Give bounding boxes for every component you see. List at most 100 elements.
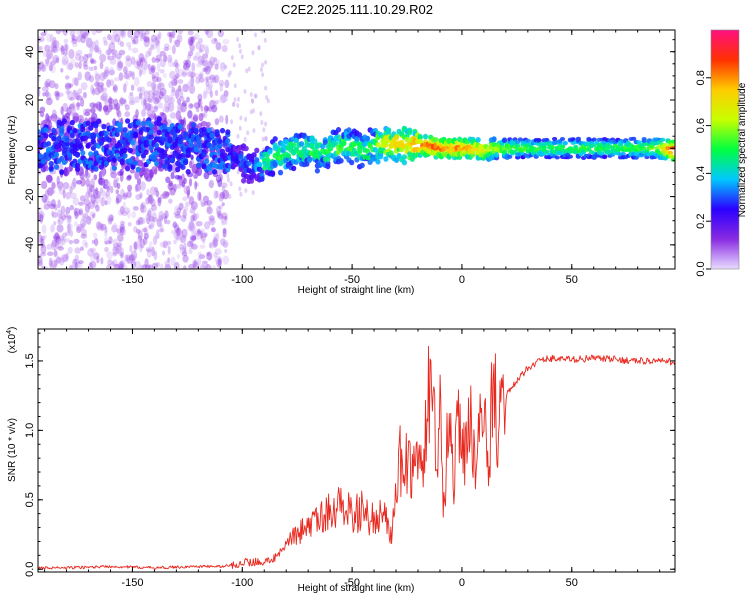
spectrogram-cell [148, 134, 154, 140]
spectrogram-cell [118, 49, 126, 56]
spectrogram-cell [186, 96, 190, 103]
spectrogram-cell [58, 186, 65, 195]
spectrogram-cell [48, 64, 53, 72]
spectrogram-cell [131, 39, 136, 45]
spectrogram-cell [178, 84, 182, 93]
spectrogram-cell [159, 87, 167, 97]
spectrogram-cell [135, 120, 141, 126]
spectrogram-cell [176, 229, 184, 236]
spectrogram-cell [188, 142, 194, 148]
spectrogram-cell [143, 98, 147, 106]
spectrogram-cell [97, 85, 104, 94]
spectrogram-cell [151, 155, 157, 161]
spectrogram-cell [143, 90, 151, 100]
spectrogram-cell [193, 102, 201, 109]
spectrogram-cell [121, 30, 125, 37]
spectrogram-cell [43, 30, 48, 35]
spectrogram-cell [50, 260, 58, 269]
spectrogram-cell [186, 58, 190, 67]
spectrogram-cell [40, 244, 47, 254]
spectrogram-cell [119, 263, 124, 269]
spectrogram-cell [40, 31, 47, 37]
spectrogram-cell [140, 203, 145, 213]
spectrogram-cell [168, 31, 174, 38]
spectrogram-cell [52, 264, 56, 269]
spectrogram-cell [178, 96, 185, 101]
spectrogram-cell [168, 180, 173, 187]
spectrogram-cell [188, 222, 196, 232]
spectrogram-cell [187, 50, 194, 57]
spectrogram-cell [167, 163, 173, 170]
spectrogram-cell [127, 184, 133, 192]
spectrogram-cell [166, 240, 172, 246]
spectrogram-cell [82, 91, 87, 99]
spectrogram-cell [187, 30, 194, 36]
spectrogram-cell [122, 201, 126, 211]
spectrogram-cell [219, 191, 225, 200]
spectrogram-cell [90, 178, 95, 188]
spectrogram-cell [119, 41, 125, 48]
spectrogram-cell [145, 246, 153, 252]
spectrogram-cell [197, 191, 201, 202]
spectrogram-cell [110, 185, 114, 194]
spectrogram-cell [46, 243, 53, 250]
spectrogram-cell [291, 165, 297, 172]
spectrogram-cell [180, 214, 187, 223]
spectrogram-cell [261, 62, 264, 68]
spectrogram-cell [123, 66, 128, 74]
spectrogram-cell [168, 94, 173, 104]
spectrogram-cell [44, 62, 50, 67]
spectrogram-cell [103, 179, 109, 186]
spectrogram-cell [198, 77, 205, 83]
spectrogram-cell [100, 86, 105, 93]
spectrogram-cell [146, 248, 152, 258]
spectrogram-cell [112, 86, 117, 91]
spectrogram-cell [69, 30, 76, 37]
spectrogram-cell [204, 232, 208, 238]
spectrogram-cell [77, 262, 83, 269]
spectrogram-cell [148, 123, 154, 129]
spectrogram-cell [101, 167, 106, 178]
spectrogram-cell [199, 199, 203, 204]
spectrogram-cell [71, 106, 76, 117]
spectrogram-cell [325, 156, 331, 163]
spectrogram-cell [97, 103, 103, 112]
spectrogram-cell [128, 254, 134, 261]
spectrogram-cell [41, 86, 49, 92]
spectrogram-cell [133, 226, 138, 233]
spectrogram-cell [171, 30, 176, 37]
spectrogram-cell [65, 215, 72, 220]
spectrogram-cell [93, 166, 99, 172]
spectrogram-cell [164, 191, 170, 197]
spectrogram-cell [95, 46, 102, 53]
spectrogram-cell [660, 137, 666, 142]
spectrogram-cell [247, 66, 251, 72]
spectrogram-cell [218, 205, 223, 210]
spectrogram-cell [45, 90, 49, 97]
spectrogram-cell [128, 100, 136, 106]
spectrogram-cell [114, 33, 121, 43]
spectrogram-cell [260, 120, 264, 125]
spectrogram-cell [193, 261, 199, 269]
spectrogram-cell [78, 201, 84, 206]
spectrogram-cell [60, 106, 64, 115]
spectrogram-cell [209, 132, 215, 139]
spectrogram-cell [54, 251, 59, 257]
snr-x-axis-label: Height of straight line (km) [298, 583, 415, 594]
spectrogram-cell [188, 221, 193, 231]
spectrogram-cell [45, 165, 49, 172]
spectrogram-cell [38, 153, 44, 159]
spectrogram-cell [401, 154, 407, 160]
spectrogram-cell [72, 197, 80, 206]
spectrogram-cell [88, 125, 94, 131]
spectrogram-cell [148, 68, 155, 75]
colorbar-gradient [711, 30, 739, 269]
spectrogram-cell [182, 63, 187, 70]
spectrogram-cell [212, 237, 218, 248]
spectrogram-cell [64, 44, 69, 52]
spectrogram-cell [89, 108, 97, 113]
spectrogram-cell [100, 223, 105, 232]
spectrogram-cell [215, 190, 219, 198]
spectrogram-cell [260, 30, 264, 34]
spectrogram-cell [200, 230, 204, 240]
